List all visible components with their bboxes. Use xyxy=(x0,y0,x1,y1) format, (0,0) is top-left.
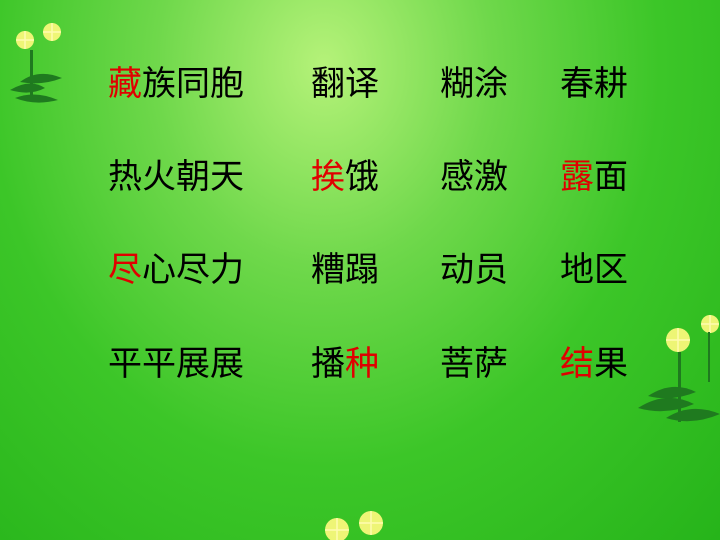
word-r2-c2: 挨饿 xyxy=(311,157,379,197)
word-r4-c3: 菩萨 xyxy=(440,344,508,384)
word-r3-c1: 尽心尽力 xyxy=(108,250,244,290)
dandelion-icon xyxy=(638,315,720,422)
word-r1-c1: 藏族同胞 xyxy=(108,64,244,104)
word-r1-c2: 翻译 xyxy=(311,64,379,104)
word-r2-c4: 露面 xyxy=(560,157,628,197)
word-r3-c4: 地区 xyxy=(560,250,628,290)
word-r2-c3: 感激 xyxy=(440,157,508,197)
word-r3-c2: 糟蹋 xyxy=(311,250,379,290)
dandelion-icon xyxy=(10,23,62,103)
word-r4-c4: 结果 xyxy=(560,344,628,384)
word-r4-c1: 平平展展 xyxy=(108,344,244,384)
dandelion-icon xyxy=(325,511,383,540)
word-r1-c3: 糊涂 xyxy=(440,64,508,104)
word-r1-c4: 春耕 xyxy=(560,64,628,104)
word-r3-c3: 动员 xyxy=(440,250,508,290)
word-r2-c1: 热火朝天 xyxy=(108,157,244,197)
word-r4-c2: 播种 xyxy=(311,344,379,384)
